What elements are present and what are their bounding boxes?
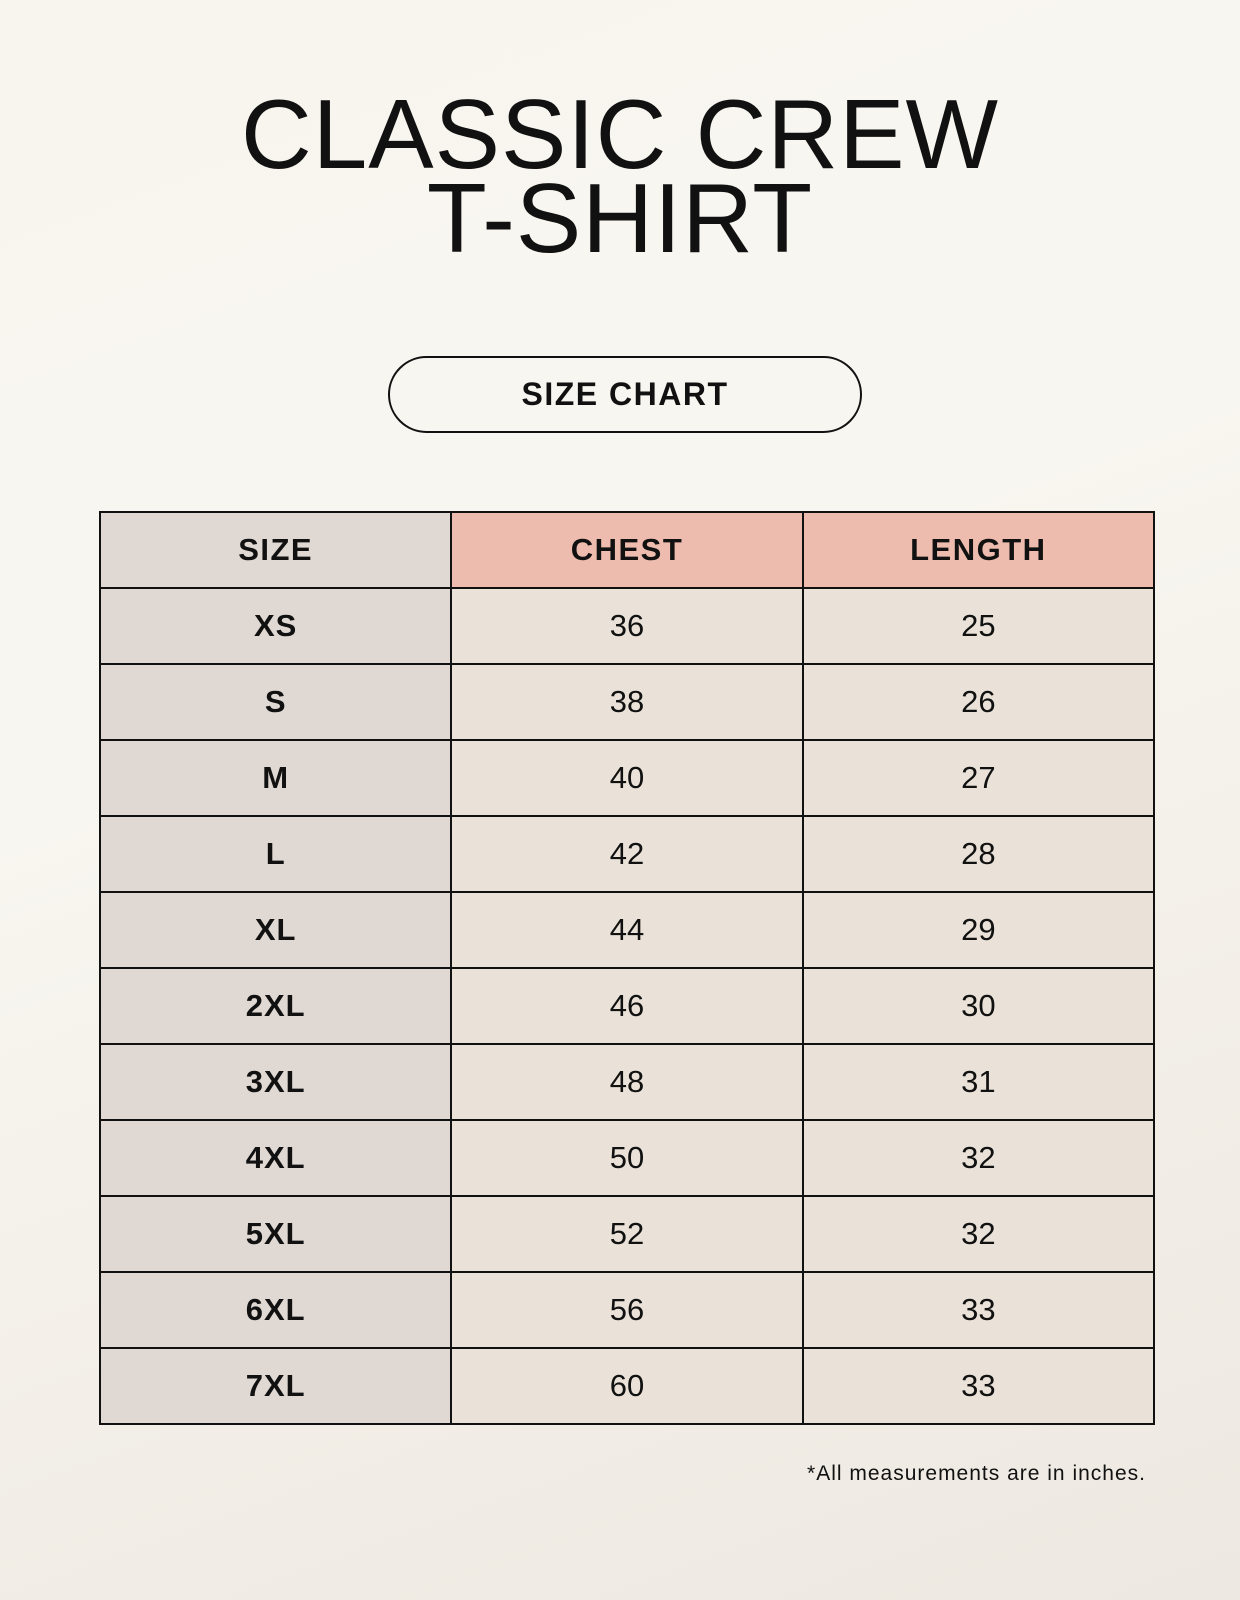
cell-size: XL — [98, 891, 453, 969]
cell-chest: 60 — [450, 1347, 804, 1425]
cell-chest: 52 — [450, 1195, 804, 1273]
table-header-row: SIZE CHEST LENGTH — [98, 511, 1156, 589]
cell-chest: 40 — [450, 739, 804, 817]
cell-chest: 44 — [450, 891, 804, 969]
cell-length: 26 — [801, 663, 1156, 741]
cell-size: 6XL — [98, 1271, 453, 1349]
table-row: XL 44 29 — [98, 891, 1156, 969]
cell-length: 28 — [801, 815, 1156, 893]
cell-length: 29 — [801, 891, 1156, 969]
cell-size: 7XL — [98, 1347, 453, 1425]
cell-chest: 46 — [450, 967, 804, 1045]
footnote: *All measurements are in inches. — [807, 1462, 1146, 1485]
table-row: S 38 26 — [98, 663, 1156, 741]
cell-chest: 48 — [450, 1043, 804, 1121]
size-table: SIZE CHEST LENGTH XS 36 25 S 38 26 M 40 27 L 42 28 X… — [98, 511, 1156, 1425]
title-line-1: CLASSIC CREW — [240, 79, 999, 189]
cell-size: 2XL — [98, 967, 453, 1045]
cell-size: L — [98, 815, 453, 893]
page-title: CLASSIC CREW T-SHIRT — [0, 79, 1240, 273]
cell-length: 32 — [801, 1119, 1156, 1197]
size-chart-badge: SIZE CHART — [388, 356, 862, 433]
cell-length: 30 — [801, 967, 1156, 1045]
table-row: 2XL 46 30 — [98, 967, 1156, 1045]
header-size: SIZE — [98, 511, 453, 589]
cell-size: 5XL — [98, 1195, 453, 1273]
table-row: XS 36 25 — [98, 587, 1156, 665]
table-row: 4XL 50 32 — [98, 1119, 1156, 1197]
table-row: L 42 28 — [98, 815, 1156, 893]
header-chest: CHEST — [450, 511, 804, 589]
cell-length: 27 — [801, 739, 1156, 817]
cell-length: 32 — [801, 1195, 1156, 1273]
cell-length: 33 — [801, 1347, 1156, 1425]
cell-size: 4XL — [98, 1119, 453, 1197]
table-row: 5XL 52 32 — [98, 1195, 1156, 1273]
cell-length: 33 — [801, 1271, 1156, 1349]
cell-size: M — [98, 739, 453, 817]
table-row: 6XL 56 33 — [98, 1271, 1156, 1349]
cell-chest: 38 — [450, 663, 804, 741]
table-row: M 40 27 — [98, 739, 1156, 817]
cell-chest: 42 — [450, 815, 804, 893]
cell-chest: 56 — [450, 1271, 804, 1349]
title-line-2: T-SHIRT — [426, 163, 814, 273]
header-length: LENGTH — [801, 511, 1156, 589]
table-row: 3XL 48 31 — [98, 1043, 1156, 1121]
cell-size: XS — [98, 587, 453, 665]
cell-size: 3XL — [98, 1043, 453, 1121]
cell-size: S — [98, 663, 453, 741]
cell-length: 31 — [801, 1043, 1156, 1121]
cell-chest: 50 — [450, 1119, 804, 1197]
table-row: 7XL 60 33 — [98, 1347, 1156, 1425]
cell-chest: 36 — [450, 587, 804, 665]
cell-length: 25 — [801, 587, 1156, 665]
